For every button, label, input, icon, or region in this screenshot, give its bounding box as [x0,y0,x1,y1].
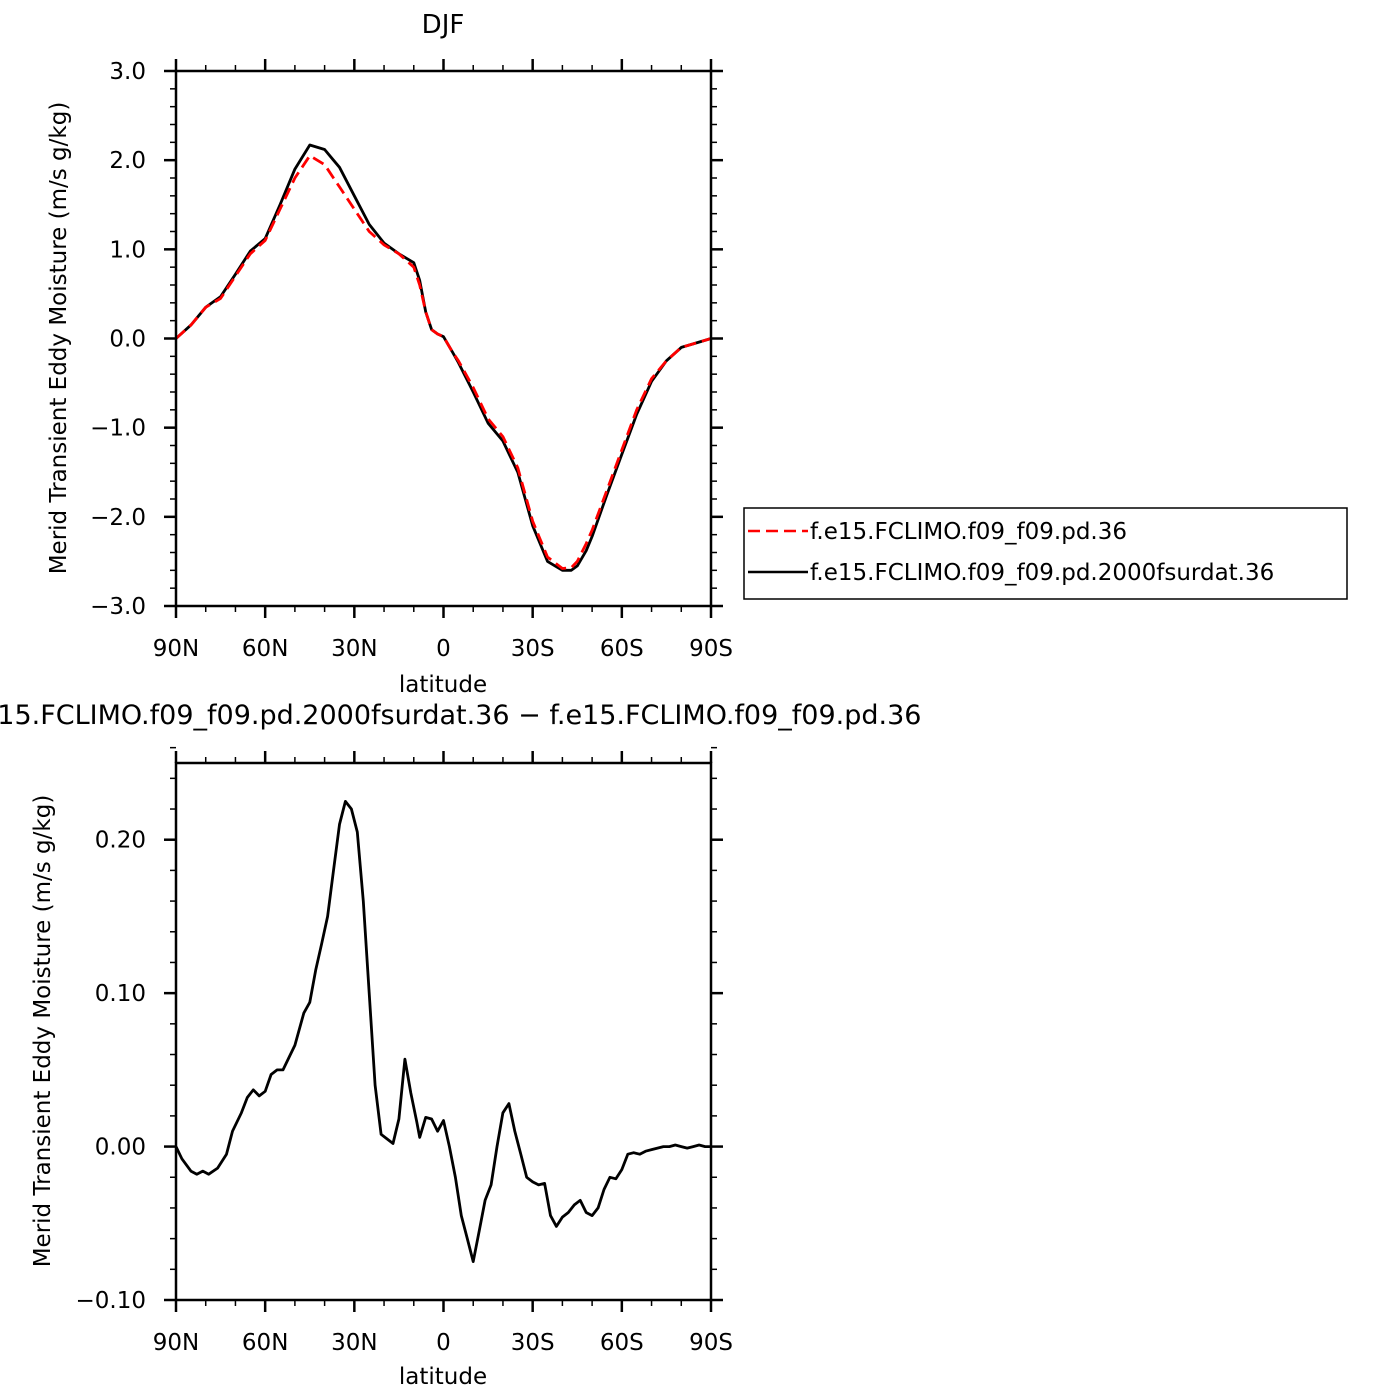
legend: f.e15.FCLIMO.f09_f09.pd.36 f.e15.FCLIMO.… [743,507,1348,600]
bottom-title: f.e15.FCLIMO.f09_f09.pd.2000fsurdat.36 −… [0,700,921,731]
top-x-tick-label: 30N [331,636,377,662]
bottom-x-tick-label: 60N [242,1330,288,1356]
top-series-line-2 [175,143,712,572]
bottom-x-tick-label: 30S [511,1330,555,1356]
top-x-tick-labels: 90N 60N 30N 0 30S 60S 90S [153,636,733,662]
top-x-tick-label: 60S [600,636,644,662]
legend-label-series-2: f.e15.FCLIMO.f09_f09.pd.2000fsurdat.36 [810,560,1274,586]
top-y-tick-labels: −3.0 −2.0 −1.0 0.0 1.0 2.0 3.0 [90,59,146,620]
top-series-group [175,143,712,572]
bottom-x-tick-labels: 90N 60N 30N 0 30S 60S 90S [153,1330,733,1356]
bottom-major-ticks [164,751,723,1312]
top-plot-frame [174,69,713,608]
bottom-series-line-1 [174,800,711,1263]
bottom-x-tick-label: 90N [153,1330,199,1356]
bottom-x-tick-label: 30N [331,1330,377,1356]
bottom-x-tick-label: 60S [600,1330,644,1356]
bottom-y-axis-label: Merid Transient Eddy Moisture (m/s g/kg) [30,795,56,1268]
top-panel: DJF −3.0 −2.0 −1.0 0.0 1.0 2.0 3.0 90N 60N 30N 0 3… [46,10,733,698]
top-x-tick-label: 60N [242,636,288,662]
bottom-y-tick-label: 0.10 [95,981,146,1007]
top-y-tick-label: 2.0 [109,148,146,174]
bottom-y-tick-labels: −0.10 0.00 0.10 0.20 [76,828,146,1314]
top-series-line-1 [175,154,712,570]
bottom-x-tick-label: 90S [689,1330,733,1356]
top-title: DJF [422,10,465,40]
top-y-tick-label: −1.0 [90,416,146,442]
top-y-tick-label: −2.0 [90,505,146,531]
bottom-panel: f.e15.FCLIMO.f09_f09.pd.2000fsurdat.36 −… [0,700,921,1390]
top-x-axis-label: latitude [399,672,487,698]
top-y-tick-label: 1.0 [109,237,146,263]
top-x-tick-label: 90S [689,636,733,662]
top-y-tick-label: 0.0 [109,327,146,353]
top-x-tick-label: 30S [511,636,555,662]
bottom-series-group [174,800,711,1263]
bottom-y-tick-label: −0.10 [76,1288,146,1314]
top-y-tick-label: −3.0 [90,594,146,620]
top-major-ticks [164,59,723,618]
bottom-y-tick-label: 0.20 [95,828,146,854]
bottom-x-tick-label: 0 [436,1330,451,1356]
legend-box [743,507,1348,600]
top-y-tick-label: 3.0 [109,59,146,85]
top-x-tick-label: 90N [153,636,199,662]
legend-label-series-1: f.e15.FCLIMO.f09_f09.pd.36 [810,519,1127,545]
bottom-plot-frame [174,761,713,1302]
bottom-y-tick-label: 0.00 [95,1135,146,1161]
bottom-minor-ticks [170,746,717,1306]
bottom-x-axis-label: latitude [399,1364,487,1390]
top-x-tick-label: 0 [436,636,451,662]
top-y-axis-label: Merid Transient Eddy Moisture (m/s g/kg) [46,102,72,575]
